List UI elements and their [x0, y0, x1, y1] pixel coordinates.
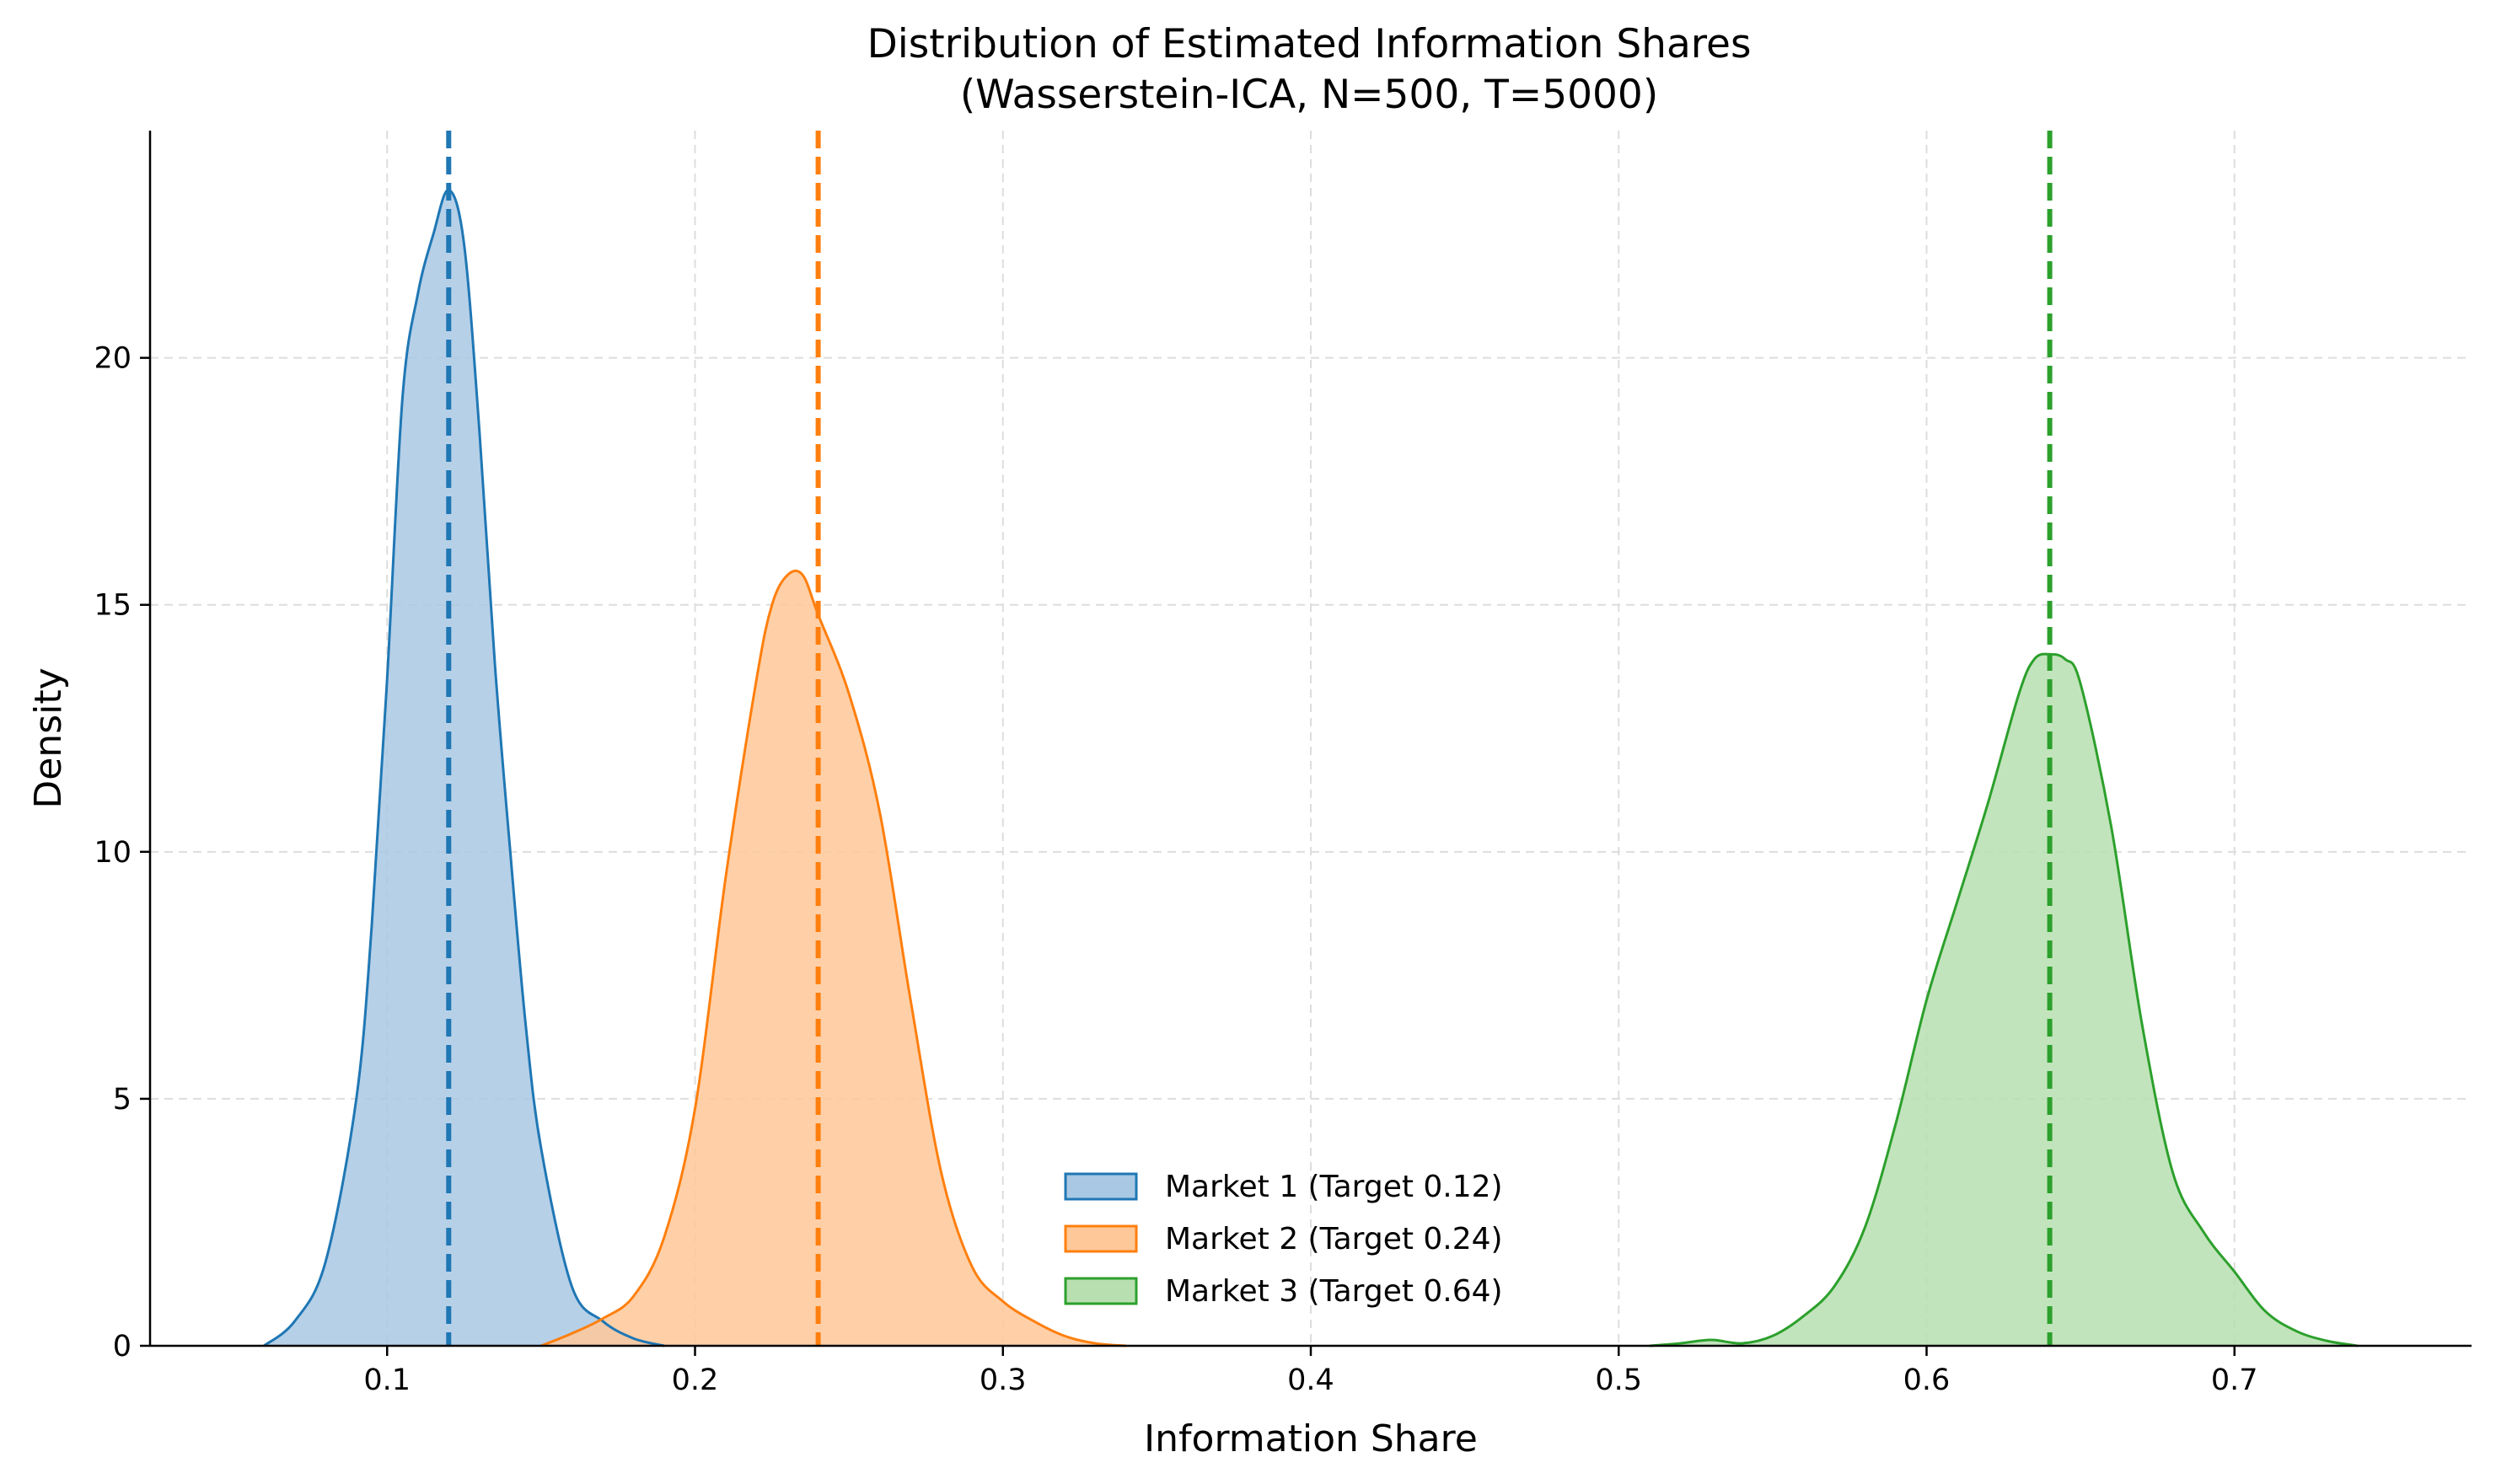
density-area-market-3 [1649, 654, 2358, 1346]
x-tick-label-3: 0.4 [1287, 1363, 1334, 1397]
x-tick-label-4: 0.5 [1595, 1363, 1642, 1397]
density-lines [263, 188, 2359, 1347]
density-curve-market-2 [540, 569, 1126, 1347]
y-tick-label-2: 10 [94, 836, 132, 870]
y-tick-label-3: 15 [94, 589, 132, 623]
target-lines [446, 131, 2053, 1346]
y-tick-label-4: 20 [94, 342, 132, 376]
x-tick-label-0: 0.1 [363, 1363, 411, 1397]
legend-swatch-market-2 [1064, 1224, 1138, 1253]
legend-swatch-market-1 [1064, 1172, 1138, 1201]
density-area-market-2 [540, 571, 1126, 1346]
y-tick-label-0: 0 [113, 1330, 132, 1363]
x-axis-label: Information Share [1144, 1417, 1478, 1460]
x-tick-label-6: 0.7 [2211, 1363, 2258, 1397]
density-area-market-1 [264, 190, 664, 1346]
density-curve-market-1 [263, 188, 665, 1347]
y-axis-label: Density [27, 667, 70, 808]
x-tick-label-5: 0.6 [1903, 1363, 1951, 1397]
y-axis-ticks: 0 5 10 15 20 [94, 342, 150, 1363]
x-tick-label-1: 0.2 [672, 1363, 719, 1397]
density-curve-market-3 [1649, 652, 2359, 1347]
x-axis-ticks: 0.1 0.2 0.3 0.4 0.5 0.6 0.7 [363, 1346, 2258, 1397]
legend-label-market-3: Market 3 (Target 0.64) [1165, 1274, 1503, 1309]
chart-title: Distribution of Estimated Information Sh… [867, 21, 1752, 67]
legend-swatch-market-3 [1064, 1277, 1138, 1305]
legend-label-market-2: Market 2 (Target 0.24) [1165, 1222, 1503, 1256]
x-tick-label-2: 0.3 [980, 1363, 1027, 1397]
legend: Market 1 (Target 0.12) Market 2 (Target 0… [1064, 1170, 1503, 1309]
y-tick-label-1: 5 [113, 1083, 132, 1117]
legend-label-market-1: Market 1 (Target 0.12) [1165, 1170, 1503, 1204]
chart-subtitle: (Wasserstein-ICA, N=500, T=5000) [960, 72, 1658, 118]
